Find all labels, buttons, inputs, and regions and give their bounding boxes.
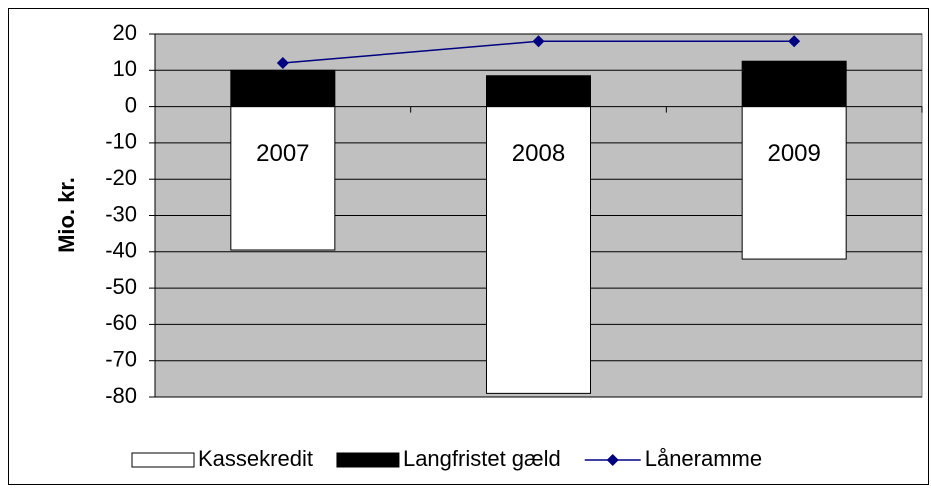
y-tick-label: -30 — [105, 201, 137, 226]
legend-label: Kassekredit — [198, 446, 313, 471]
marker — [788, 35, 801, 48]
y-tick-label: -60 — [105, 310, 137, 335]
y-tick-label: -40 — [105, 238, 137, 263]
y-tick-label: -80 — [105, 383, 137, 408]
y-tick-label: -10 — [105, 129, 137, 154]
y-tick-label: -20 — [105, 165, 137, 190]
y-tick-label: 10 — [113, 56, 137, 81]
y-tick-label: -70 — [105, 347, 137, 372]
x-tick-label: 2007 — [256, 140, 309, 167]
bar — [741, 106, 847, 260]
bar — [230, 106, 336, 251]
x-tick-label: 2008 — [512, 140, 565, 167]
bar — [486, 106, 591, 394]
legend-label: Langfristet gæld — [403, 446, 561, 471]
y-tick-label: 20 — [113, 20, 137, 45]
marker — [276, 57, 289, 70]
x-tick-label: 2009 — [767, 140, 820, 167]
y-tick-label: 0 — [125, 92, 137, 117]
bar — [230, 69, 336, 108]
y-axis-title: Mio. kr. — [54, 177, 79, 253]
bar — [741, 60, 847, 108]
legend-swatch — [606, 454, 619, 466]
legend-label: Låneramme — [645, 446, 762, 471]
legend-swatch — [131, 452, 195, 468]
y-tick-label: -50 — [105, 274, 137, 299]
legend-swatch — [336, 452, 400, 468]
marker — [532, 35, 545, 48]
bar — [486, 75, 591, 108]
